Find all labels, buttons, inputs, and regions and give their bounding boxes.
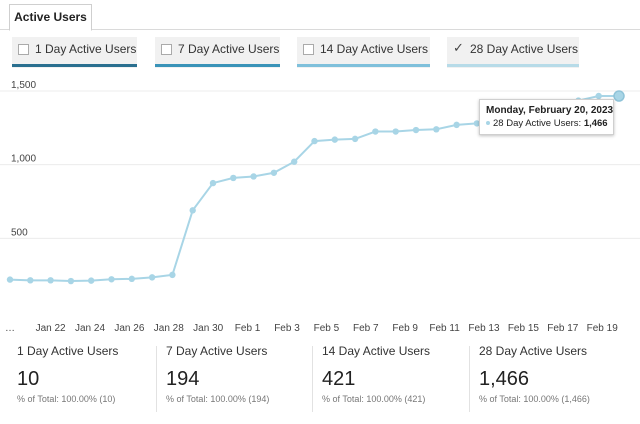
- data-point[interactable]: [148, 274, 156, 281]
- summary-percent: % of Total: 100.00% (10): [17, 394, 116, 404]
- x-tick-label: Jan 24: [75, 323, 105, 334]
- data-point[interactable]: [27, 277, 34, 284]
- data-point[interactable]: [433, 126, 440, 133]
- series-color-bar: [447, 64, 579, 67]
- tooltip-date: Monday, February 20, 2023: [486, 105, 614, 116]
- data-point[interactable]: [6, 276, 14, 283]
- tooltip-value: 1,466: [583, 118, 608, 129]
- data-point[interactable]: [473, 120, 481, 127]
- x-tick-label: Feb 5: [314, 323, 340, 334]
- toggle-1-day-active-users[interactable]: 1 Day Active Users: [12, 37, 137, 68]
- checkmark-icon[interactable]: ✓: [453, 40, 464, 55]
- tooltip-series-label: 28 Day Active Users:: [493, 118, 582, 129]
- data-point[interactable]: [595, 92, 602, 100]
- summary-divider: [469, 346, 470, 412]
- y-tick-label: 1,500: [11, 80, 36, 91]
- data-point[interactable]: [331, 136, 338, 143]
- x-tick-label: Feb 13: [468, 323, 500, 334]
- summary-label: 1 Day Active Users: [17, 344, 119, 358]
- toggle-label: 28 Day Active Users: [470, 42, 579, 56]
- data-point[interactable]: [372, 128, 379, 135]
- x-tick-label: Feb 1: [235, 323, 261, 334]
- summary-percent: % of Total: 100.00% (1,466): [479, 394, 590, 404]
- data-point[interactable]: [291, 158, 298, 165]
- x-tick-label: Feb 17: [547, 323, 579, 334]
- data-point[interactable]: [169, 271, 176, 279]
- x-tick-label: Feb 3: [274, 323, 300, 334]
- x-tick-label: Jan 30: [193, 323, 223, 334]
- highlighted-data-point[interactable]: [613, 90, 625, 102]
- summary-divider: [312, 346, 313, 412]
- tab-bar: Active Users: [0, 0, 640, 31]
- summary-divider: [156, 346, 157, 412]
- summary-7-day: 7 Day Active Users 194 % of Total: 100.0…: [166, 344, 269, 414]
- checkbox-1-day[interactable]: [18, 44, 29, 55]
- data-point[interactable]: [128, 275, 135, 283]
- summary-value: 10: [17, 368, 40, 390]
- data-point[interactable]: [351, 135, 359, 143]
- y-tick-label: 500: [11, 227, 28, 238]
- toggle-28-day-active-users[interactable]: ✓ 28 Day Active Users: [447, 37, 579, 68]
- data-point[interactable]: [209, 179, 217, 187]
- gridlines: [0, 90, 640, 239]
- summary-label: 7 Day Active Users: [166, 344, 268, 358]
- x-tick-label: Jan 26: [114, 323, 144, 334]
- data-point[interactable]: [88, 277, 95, 284]
- x-axis-ticks: … Jan 22 Jan 24 Jan 26 Jan 28 Jan 30 Feb 1 Feb …: [5, 323, 618, 334]
- active-users-chart: 1,500 1,000 500 … Jan 22 Jan 24 Jan 26 Jan 28 J…: [0, 80, 640, 334]
- data-point[interactable]: [189, 207, 196, 214]
- x-tick-label: Jan 28: [154, 323, 184, 334]
- x-tick-label: …: [5, 323, 15, 334]
- data-point[interactable]: [108, 276, 115, 283]
- x-tick-label: Feb 19: [587, 323, 619, 334]
- series-color-bar: [12, 64, 137, 67]
- data-point[interactable]: [47, 277, 54, 284]
- y-axis-ticks: 1,500 1,000 500: [11, 80, 36, 238]
- summary-value: 421: [322, 368, 356, 390]
- summary-28-day: 28 Day Active Users 1,466 % of Total: 10…: [479, 344, 590, 414]
- summary-label: 14 Day Active Users: [322, 344, 431, 358]
- series-color-bar: [155, 64, 280, 67]
- chart-tooltip: Monday, February 20, 2023 28 Day Active …: [479, 99, 614, 135]
- toggle-label: 1 Day Active Users: [35, 42, 137, 56]
- data-point[interactable]: [311, 137, 318, 145]
- checkbox-14-day[interactable]: [303, 44, 314, 55]
- series-color-bar: [297, 64, 430, 67]
- data-point[interactable]: [453, 121, 460, 129]
- data-point[interactable]: [270, 169, 278, 176]
- tab-active-users[interactable]: Active Users: [9, 4, 92, 31]
- x-tick-label: Feb 15: [508, 323, 540, 334]
- toggle-14-day-active-users[interactable]: 14 Day Active Users: [297, 37, 430, 68]
- data-point[interactable]: [230, 174, 237, 182]
- summary-percent: % of Total: 100.00% (421): [322, 394, 426, 404]
- toggle-label: 14 Day Active Users: [320, 42, 429, 56]
- x-tick-label: Feb 7: [353, 323, 379, 334]
- summary-label: 28 Day Active Users: [479, 344, 588, 358]
- x-tick-label: Feb 11: [429, 323, 460, 334]
- summary-value: 194: [166, 368, 200, 390]
- checkbox-7-day[interactable]: [161, 44, 172, 55]
- x-tick-label: Jan 22: [36, 323, 66, 334]
- data-point[interactable]: [67, 277, 75, 285]
- data-point[interactable]: [412, 126, 420, 134]
- data-point[interactable]: [250, 173, 257, 180]
- data-point[interactable]: [392, 128, 399, 135]
- summary-14-day: 14 Day Active Users 421 % of Total: 100.…: [322, 344, 430, 414]
- summary-value: 1,466: [479, 368, 530, 390]
- summary-1-day: 1 Day Active Users 10 % of Total: 100.00…: [17, 344, 118, 414]
- toggle-7-day-active-users[interactable]: 7 Day Active Users: [155, 37, 280, 68]
- summary-percent: % of Total: 100.00% (194): [166, 394, 270, 404]
- tooltip-row: 28 Day Active Users: 1,466: [486, 117, 608, 130]
- toggle-label: 7 Day Active Users: [178, 42, 280, 56]
- series-dot-icon: [486, 121, 490, 126]
- x-tick-label: Feb 9: [392, 323, 418, 334]
- y-tick-label: 1,000: [11, 154, 36, 165]
